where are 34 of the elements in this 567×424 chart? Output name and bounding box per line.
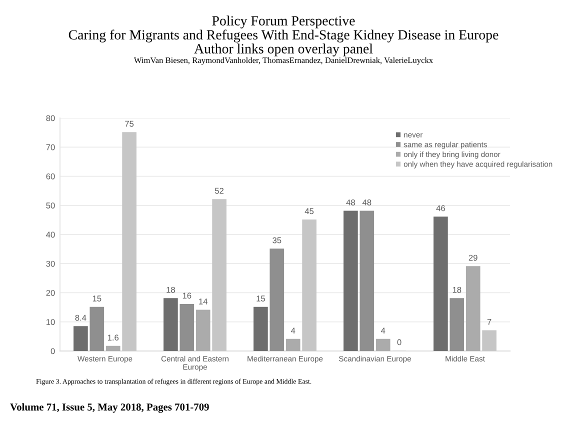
y-tick-label: 40 <box>46 232 55 238</box>
chart-title: Policy Forum Perspective <box>212 16 355 28</box>
data-label: 18 <box>166 286 175 293</box>
data-label: 15 <box>92 296 102 302</box>
y-tick-label: 80 <box>46 115 55 122</box>
data-label: 29 <box>468 254 478 261</box>
data-label: 4 <box>290 328 296 334</box>
text: Volume 71, Issue 5, May 2018, Pages 701-709 <box>10 403 209 413</box>
chart-subtitle: Caring for Migrants and Refugees With End-Stage Kidney Disease in Europe <box>68 30 498 42</box>
data-label: 18 <box>452 286 462 293</box>
y-tick-label: 10 <box>46 319 55 325</box>
data-label: 48 <box>362 199 372 206</box>
text: Author links open overlay panel <box>194 44 373 56</box>
data-label: 0 <box>397 339 402 346</box>
data-label: 35 <box>272 237 282 244</box>
data-label: 1.6 <box>108 334 119 341</box>
data-label: 75 <box>125 120 134 127</box>
y-tick-label: 70 <box>46 144 55 150</box>
y-tick-label: 0 <box>50 348 55 354</box>
data-label: 46 <box>436 205 445 212</box>
y-tick-label: 50 <box>46 202 55 208</box>
data-label: 48 <box>346 199 355 206</box>
data-label: 7 <box>487 318 492 325</box>
data-label: 8.4 <box>75 314 86 321</box>
data-label: 52 <box>215 188 224 194</box>
y-tick-label: 20 <box>46 290 55 296</box>
data-label: 4 <box>380 328 386 334</box>
data-label: 14 <box>199 298 208 304</box>
data-label: 15 <box>256 296 265 302</box>
y-tick-label: 60 <box>46 173 55 180</box>
data-label: 16 <box>182 292 192 299</box>
text: WimVan Biesen, RaymondVanholder, ThomasErnandez, DanielDrewniak, ValerieLuyckx <box>134 57 433 65</box>
data-label: 45 <box>304 208 314 214</box>
y-tick-label: 30 <box>46 260 55 267</box>
